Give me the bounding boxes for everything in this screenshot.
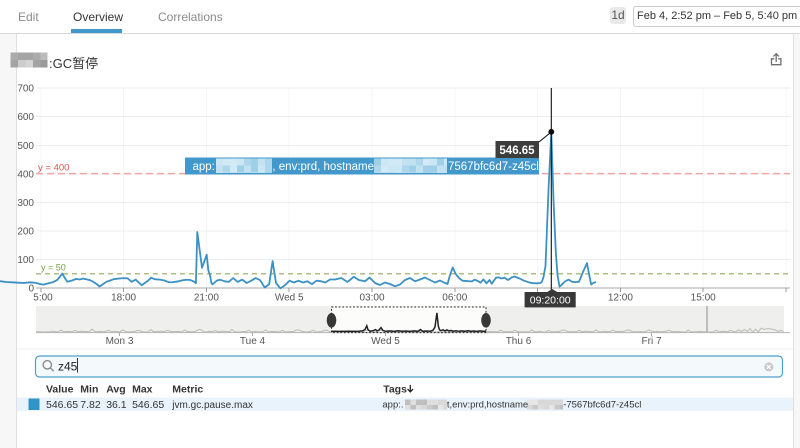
svg-text:Fri 7: Fri 7 <box>642 336 662 347</box>
svg-text:18:00: 18:00 <box>111 293 136 304</box>
svg-text:546.65: 546.65 <box>499 145 535 157</box>
svg-text:700: 700 <box>17 84 34 95</box>
svg-text:-7567bfc6d7-z45cl: -7567bfc6d7-z45cl <box>563 400 641 411</box>
svg-text:Value: Value <box>46 384 74 396</box>
svg-text:200: 200 <box>17 226 34 237</box>
svg-text:09:20:00: 09:20:00 <box>530 295 571 307</box>
svg-text:app:: app: <box>193 161 215 173</box>
svg-text:12:00: 12:00 <box>608 293 633 304</box>
svg-text:5:00: 5:00 <box>33 293 53 304</box>
svg-text:546.65: 546.65 <box>132 399 164 411</box>
svg-text:z45: z45 <box>58 360 78 374</box>
svg-text:y = 400: y = 400 <box>38 163 69 174</box>
svg-text:546.65: 546.65 <box>46 399 78 411</box>
svg-text:Tags: Tags <box>383 384 407 396</box>
svg-text:Max: Max <box>132 384 153 396</box>
svg-text:0: 0 <box>28 284 34 295</box>
svg-text:36.1: 36.1 <box>106 399 127 411</box>
svg-text:Mon 3: Mon 3 <box>106 336 134 347</box>
svg-text:Metric: Metric <box>172 384 203 396</box>
svg-text:y = 50: y = 50 <box>41 263 66 273</box>
svg-text:7.82: 7.82 <box>80 399 101 411</box>
svg-text:Tue 4: Tue 4 <box>240 336 266 347</box>
svg-text:500: 500 <box>17 141 34 152</box>
svg-text:06:00: 06:00 <box>442 293 467 304</box>
svg-text:Wed 5: Wed 5 <box>371 336 400 347</box>
svg-text:t,env:prd,hostname: t,env:prd,hostname <box>447 400 528 411</box>
svg-text:400: 400 <box>17 169 34 180</box>
svg-text:Thu 6: Thu 6 <box>506 336 532 347</box>
svg-text:7567bfc6d7-z45cl: 7567bfc6d7-z45cl <box>448 161 539 173</box>
svg-text:21:00: 21:00 <box>194 293 219 304</box>
svg-text:app:.: app:. <box>382 400 403 411</box>
svg-text:03:00: 03:00 <box>359 293 384 304</box>
svg-text:Wed 5: Wed 5 <box>275 293 304 304</box>
svg-text:300: 300 <box>17 198 34 209</box>
svg-text:15:00: 15:00 <box>691 293 716 304</box>
svg-text:, env:prd, hostname: , env:prd, hostname <box>272 161 374 173</box>
svg-text:100: 100 <box>17 255 34 266</box>
svg-text:Avg: Avg <box>106 384 125 396</box>
svg-text:600: 600 <box>17 112 34 123</box>
svg-text:jvm.gc.pause.max: jvm.gc.pause.max <box>171 400 253 411</box>
svg-text:Min: Min <box>80 384 98 396</box>
